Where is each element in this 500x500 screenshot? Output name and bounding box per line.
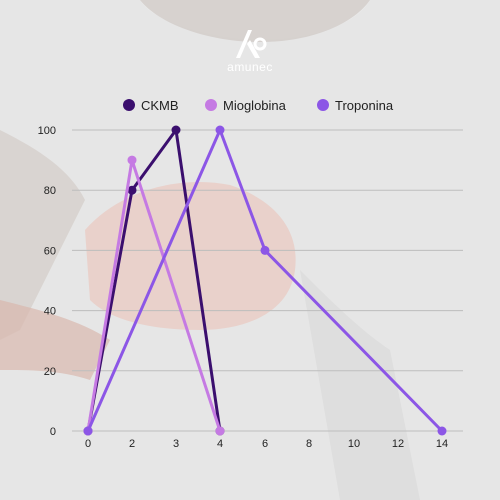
legend-marker-mioglobina — [205, 99, 217, 111]
y-tick-label: 60 — [44, 245, 56, 257]
x-tick-label: 2 — [129, 438, 135, 450]
y-axis-ticks: 0 20 40 60 80 100 — [38, 125, 56, 438]
brand-logo: amunec — [214, 26, 286, 78]
x-tick-label: 12 — [392, 438, 404, 450]
data-point-troponina — [83, 426, 93, 436]
x-axis-ticks: 0 2 3 4 6 8 10 12 14 — [85, 438, 448, 450]
series-line-ckmb — [86, 128, 222, 432]
y-tick-label: 20 — [44, 366, 56, 378]
legend-label-troponina: Troponina — [335, 98, 394, 113]
x-tick-label: 8 — [306, 438, 312, 450]
x-tick-label: 10 — [348, 438, 360, 450]
data-point-troponina — [260, 245, 270, 255]
legend-label-mioglobina: Mioglobina — [223, 98, 287, 113]
x-tick-label: 3 — [173, 438, 179, 450]
logo-text: amunec — [227, 60, 273, 74]
y-tick-label: 0 — [50, 426, 56, 438]
x-tick-label: 14 — [436, 438, 448, 450]
y-tick-label: 40 — [44, 306, 56, 318]
legend-marker-ckmb — [123, 99, 135, 111]
data-point-troponina — [437, 426, 447, 436]
legend-label-ckmb: CKMB — [141, 98, 179, 113]
legend-marker-troponina — [317, 99, 329, 111]
series-line-troponina — [86, 128, 444, 433]
x-tick-label: 0 — [85, 438, 91, 450]
x-tick-label: 6 — [262, 438, 268, 450]
y-tick-label: 100 — [38, 125, 56, 137]
data-point-troponina — [215, 125, 225, 135]
chart-legend: CKMB Mioglobina Troponina — [123, 98, 394, 113]
logo-mark-icon — [236, 30, 267, 58]
data-point-mioglobina — [215, 426, 225, 436]
data-point-ckmb — [171, 125, 181, 135]
x-tick-label: 4 — [217, 438, 223, 450]
data-point-mioglobina — [127, 155, 137, 165]
data-point-ckmb — [127, 185, 137, 195]
y-tick-label: 80 — [44, 185, 56, 197]
chart-series — [83, 125, 447, 436]
